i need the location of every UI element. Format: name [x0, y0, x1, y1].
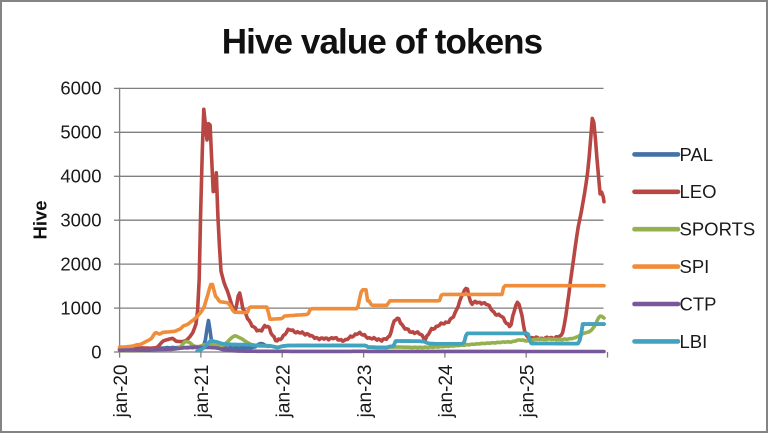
svg-text:PAL: PAL: [680, 144, 714, 165]
svg-text:jan-20: jan-20: [111, 365, 132, 419]
svg-text:Hive: Hive: [30, 200, 51, 239]
svg-text:0: 0: [91, 341, 101, 362]
svg-text:4000: 4000: [60, 166, 101, 187]
svg-text:5000: 5000: [60, 122, 101, 143]
svg-text:jan-21: jan-21: [192, 365, 213, 419]
svg-text:6000: 6000: [60, 78, 101, 99]
svg-text:1000: 1000: [60, 297, 101, 318]
svg-text:3000: 3000: [60, 210, 101, 231]
svg-text:CTP: CTP: [680, 293, 717, 314]
svg-text:jan-23: jan-23: [355, 365, 376, 419]
svg-text:2000: 2000: [60, 253, 101, 274]
svg-text:SPI: SPI: [680, 256, 710, 277]
svg-text:jan-25: jan-25: [518, 365, 539, 419]
svg-text:LBI: LBI: [680, 331, 708, 352]
svg-text:SPORTS: SPORTS: [680, 219, 756, 240]
svg-text:jan-24: jan-24: [436, 364, 457, 418]
svg-text:LEO: LEO: [680, 181, 717, 202]
svg-text:Hive value of tokens: Hive value of tokens: [222, 23, 543, 62]
svg-text:jan-22: jan-22: [274, 365, 295, 419]
